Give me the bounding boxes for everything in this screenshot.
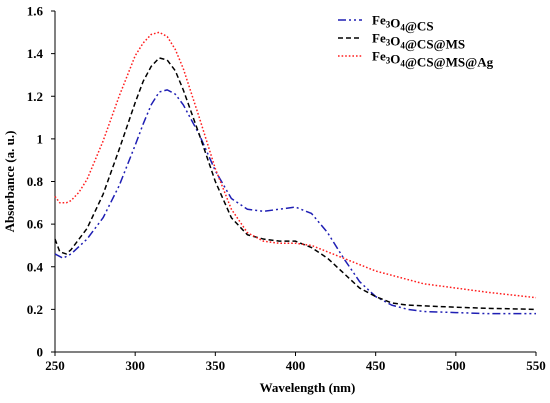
x-tick-label: 300 bbox=[125, 358, 145, 373]
plot-axes: 250 300 350 400 450 500 550 0 0.2 0.4 0.6 0.8 1 1.2 1.… bbox=[27, 4, 546, 374]
x-tick-label: 250 bbox=[45, 358, 65, 373]
series-line-3 bbox=[54, 31, 537, 299]
legend-label-3: Fe3O4@CS@MS@Ag bbox=[372, 49, 494, 70]
series-line-2 bbox=[54, 57, 537, 311]
y-tick-label: 1.6 bbox=[27, 4, 44, 19]
x-tick-label: 450 bbox=[366, 358, 386, 373]
series-layer bbox=[54, 31, 537, 315]
series-line-1 bbox=[54, 89, 536, 315]
y-tick-label: 0 bbox=[37, 345, 44, 360]
y-axis-title: Absorbance (a. u.) bbox=[2, 131, 17, 233]
y-tick-label: 0.2 bbox=[27, 302, 43, 317]
y-tick-label: 1 bbox=[37, 131, 44, 146]
y-tick-label: 1.4 bbox=[27, 46, 44, 61]
y-tick-label: 0.6 bbox=[27, 217, 44, 232]
x-axis-title: Wavelength (nm) bbox=[260, 380, 356, 395]
x-tick-label: 350 bbox=[206, 358, 226, 373]
x-tick-label: 400 bbox=[286, 358, 306, 373]
x-tick-label: 500 bbox=[446, 358, 466, 373]
legend-label-2: Fe3O4@CS@MS bbox=[372, 31, 465, 52]
x-tick-label: 550 bbox=[526, 358, 546, 373]
y-tick-label: 1.2 bbox=[27, 89, 43, 104]
legend-label-1: Fe3O4@CS bbox=[372, 13, 434, 34]
y-tick-label: 0.8 bbox=[27, 174, 44, 189]
y-tick-label: 0.4 bbox=[27, 259, 44, 274]
